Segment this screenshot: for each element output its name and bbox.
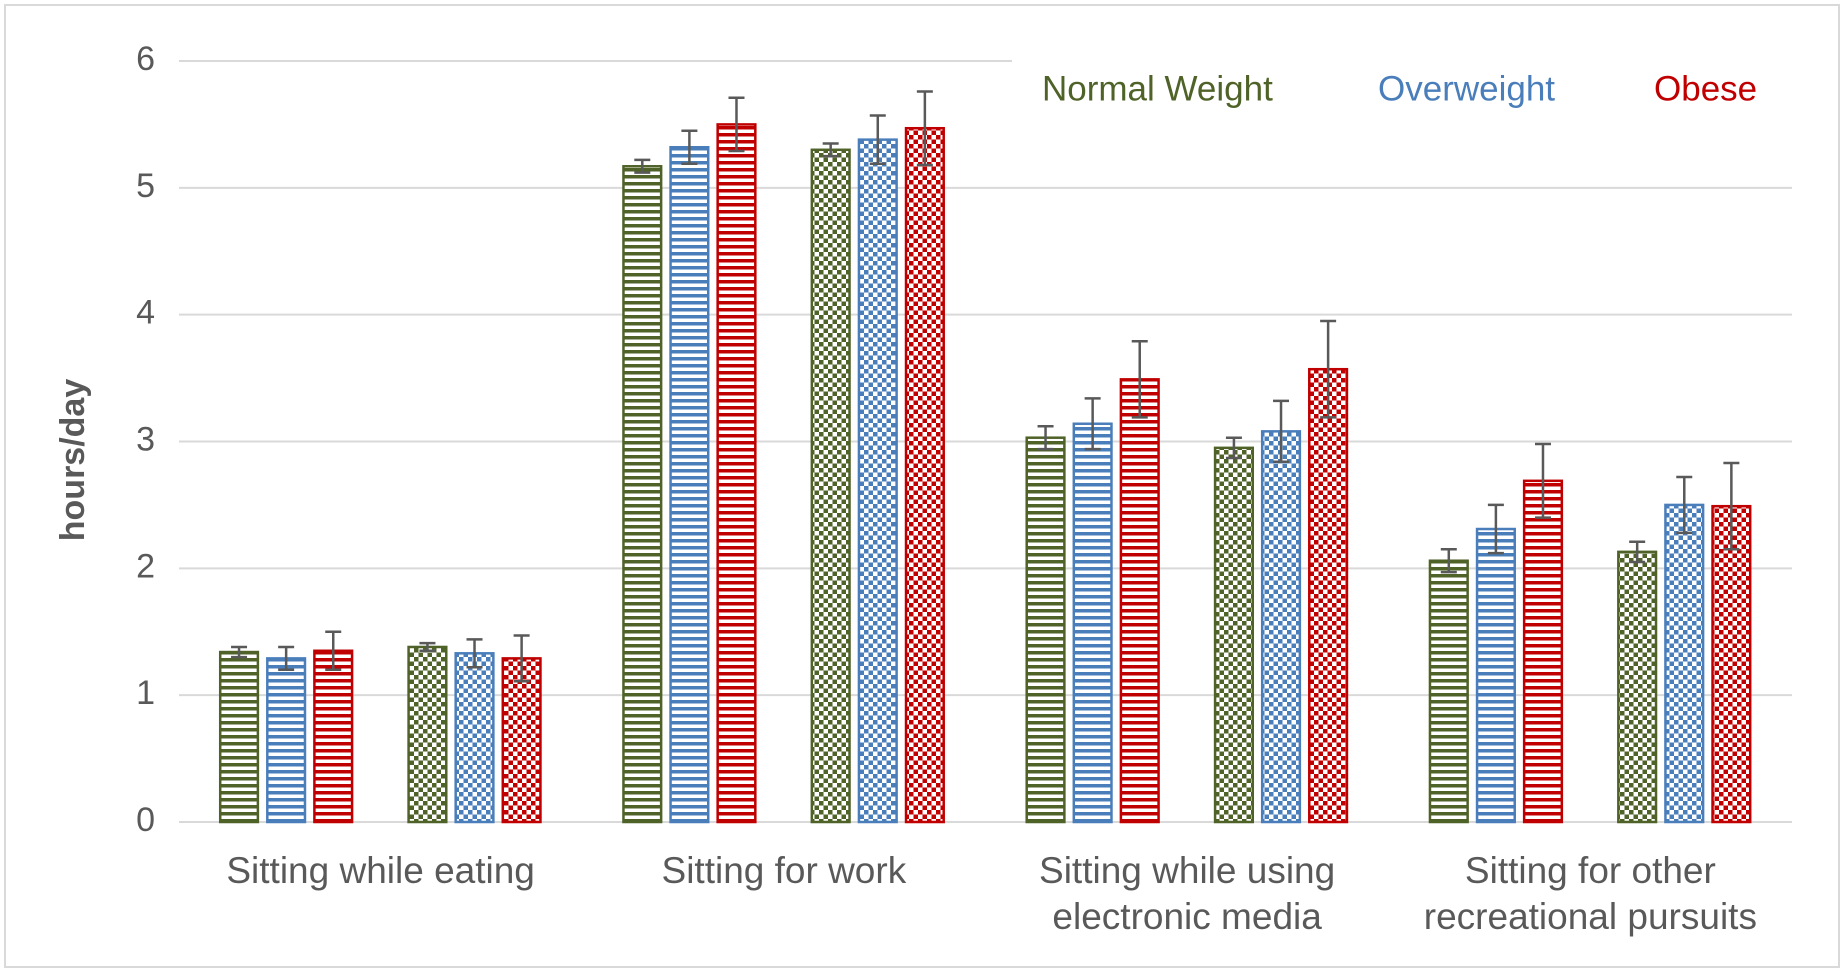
bar (1475, 527, 1516, 824)
y-axis-label: hours/day (54, 379, 92, 542)
bar (1213, 446, 1255, 824)
error-bar (728, 96, 745, 153)
bar (1119, 378, 1160, 824)
bar (1617, 550, 1658, 824)
bar (218, 650, 260, 824)
bar (1308, 367, 1349, 824)
y-tick-label: 2 (136, 547, 155, 585)
error-bar (325, 630, 342, 672)
error-bar (1629, 540, 1646, 564)
error-bar (1487, 503, 1504, 555)
bar (1072, 422, 1113, 824)
bar (1428, 559, 1469, 824)
error-bar (1534, 442, 1551, 519)
y-tick-label: 1 (136, 674, 155, 712)
legend-entry: Normal Weight (1042, 69, 1273, 108)
error-bar (681, 129, 698, 165)
bar (1711, 504, 1752, 824)
bar (501, 657, 542, 824)
error-bar (634, 158, 651, 174)
y-tick-label: 5 (136, 167, 155, 205)
x-tick-label: Sitting while using (1039, 850, 1335, 891)
x-tick-label: electronic media (1052, 896, 1322, 937)
error-bar (1225, 436, 1242, 460)
legend-entry: Overweight (1378, 69, 1555, 108)
error-bar (466, 638, 483, 669)
error-bar (1084, 397, 1101, 451)
x-tick-label: recreational pursuits (1424, 896, 1757, 937)
error-bar (1037, 425, 1054, 451)
y-tick-label: 3 (136, 420, 155, 458)
error-bar (1723, 461, 1740, 551)
error-bar (1676, 475, 1693, 535)
bar (1664, 503, 1705, 824)
bar (266, 657, 307, 824)
error-bar (1273, 399, 1290, 464)
legend-background (1012, 50, 1802, 130)
error-bar (1440, 548, 1457, 574)
error-bar (869, 114, 886, 165)
bar (810, 148, 851, 824)
error-bar (231, 645, 248, 659)
bar (1260, 430, 1302, 824)
bar (857, 138, 898, 824)
error-bar (1131, 340, 1148, 419)
x-tick-label: Sitting for work (662, 850, 907, 891)
bar (622, 165, 663, 824)
bar (407, 645, 448, 824)
y-tick-label: 0 (136, 801, 155, 839)
error-bar (822, 142, 839, 158)
bar (454, 652, 495, 824)
bar (313, 649, 354, 824)
x-tick-label: Sitting while eating (226, 850, 535, 891)
error-bar (513, 634, 530, 683)
bar (716, 123, 757, 824)
bar (904, 126, 945, 824)
bar (1025, 436, 1066, 824)
error-bar (916, 90, 933, 167)
y-tick-label: 4 (136, 294, 155, 332)
bar (669, 145, 710, 824)
error-bar (1320, 319, 1337, 419)
legend-entry: Obese (1654, 69, 1757, 108)
error-bar (419, 641, 436, 653)
error-bar (278, 645, 295, 672)
x-tick-label: Sitting for other (1465, 850, 1716, 891)
y-tick-label: 6 (136, 40, 155, 78)
bar (1522, 479, 1564, 824)
